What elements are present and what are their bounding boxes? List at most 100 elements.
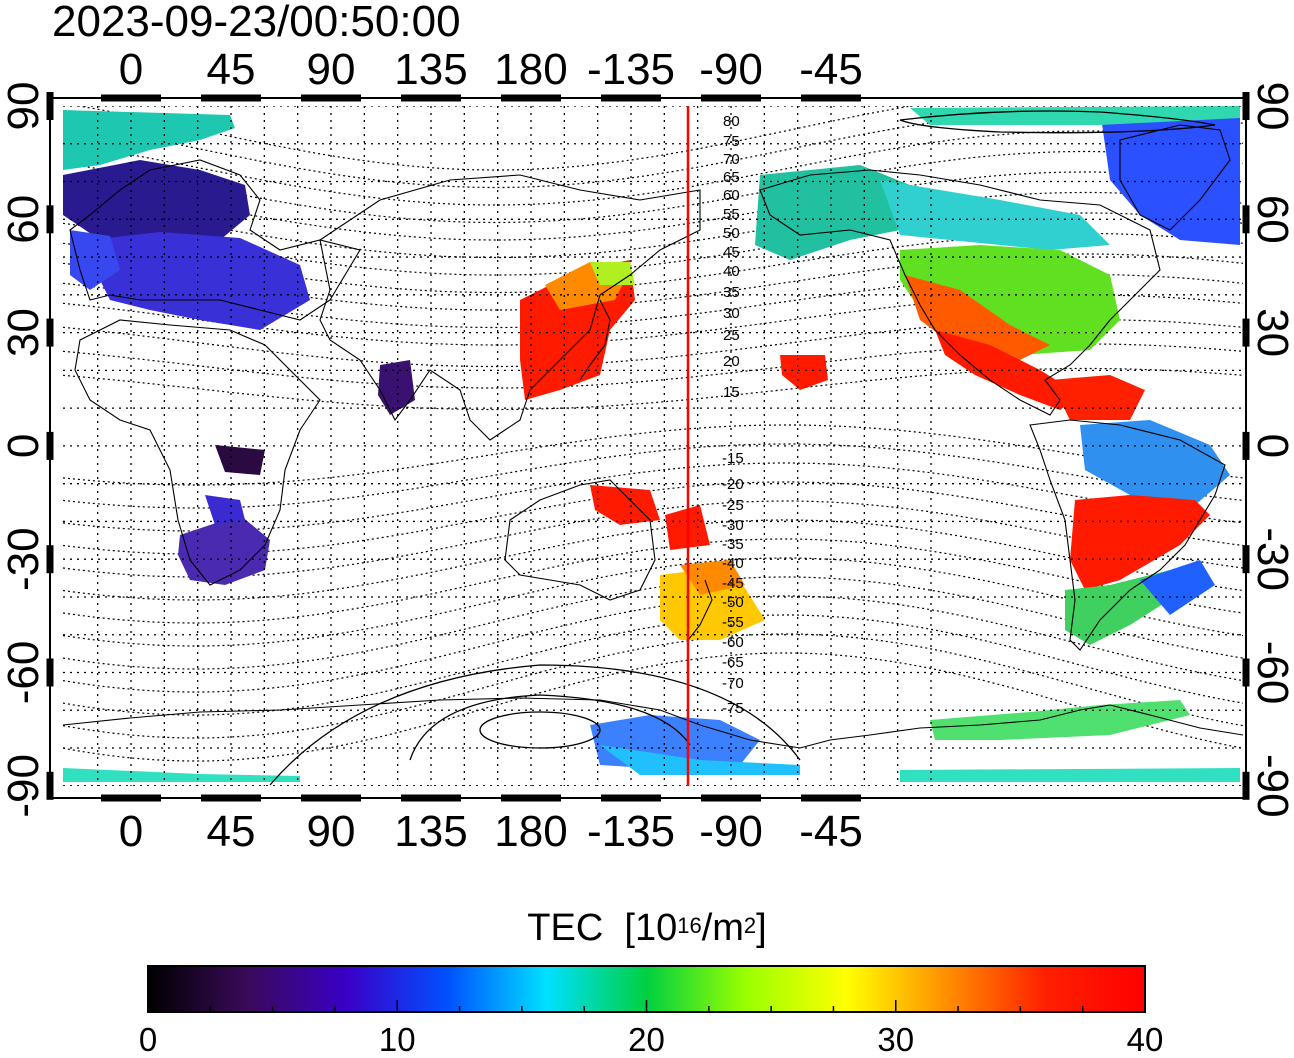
tec-region-nz-north <box>680 560 745 595</box>
tec-region-ross-ice <box>600 745 800 775</box>
tec-region-alaska <box>755 165 910 260</box>
magnetic-label-north: 15 <box>723 384 740 401</box>
tec-region-north-australia <box>590 485 660 525</box>
magnetic-label-south: -25 <box>722 497 744 514</box>
magnetic-label-south: -40 <box>722 555 744 572</box>
colorbar-title: TEC [1016/m2] <box>527 907 767 949</box>
latitude-label: 30 <box>1248 308 1294 357</box>
magnetic-contour-south <box>63 481 1243 555</box>
magnetic-contour-north <box>63 191 1243 259</box>
magnetic-label-south: -30 <box>722 517 744 534</box>
timestamp: 2023-09-23/00:50:00 <box>52 0 461 46</box>
axis-tick-marks <box>46 92 1250 802</box>
longitude-label: -90 <box>699 807 763 856</box>
tec-region-arctic <box>910 106 1240 125</box>
coastline-north-america <box>759 169 1161 416</box>
tec-region-south-polar-strip <box>63 768 300 782</box>
magnetic-contour-north <box>63 109 1243 189</box>
magnetic-label-north: 80 <box>723 113 740 130</box>
magnetic-contour-north <box>63 150 1243 224</box>
latitude-labels-left: 90 60 30 0 -30 -60 -90 <box>0 82 48 818</box>
tec-region-new-zealand <box>660 570 765 640</box>
coastline-australia <box>504 479 656 601</box>
longitude-label: 90 <box>307 807 356 856</box>
longitude-label: -45 <box>799 45 863 94</box>
colorbar-tick-marks <box>147 1000 1146 1012</box>
magnetic-label-north: 45 <box>723 244 740 261</box>
latitude-label: 30 <box>0 308 48 357</box>
longitude-labels-bottom: 0 45 90 135 180 -135 -90 -45 <box>119 807 863 856</box>
coastline-asia <box>319 174 701 441</box>
longitude-label: 45 <box>207 807 256 856</box>
latitude-labels-right: 90 60 30 0 -30 -60 -90 <box>1248 82 1294 818</box>
latitude-label: 0 <box>0 434 48 458</box>
magnetic-label-north: 70 <box>723 151 740 168</box>
magnetic-contour-south <box>63 462 1243 532</box>
latitude-label: 60 <box>0 195 48 244</box>
longitude-label: -90 <box>699 45 763 94</box>
tec-region-argentina-east <box>1140 560 1215 615</box>
magnetic-contour-south <box>63 633 1243 739</box>
longitude-label: -45 <box>799 807 863 856</box>
magnetic-label-north: 35 <box>723 284 740 301</box>
tec-region-south-polar-strip-east <box>900 768 1240 782</box>
latitude-label: -30 <box>1248 527 1294 591</box>
magnetic-contour-north <box>63 130 1243 206</box>
longitude-labels-top: 0 45 90 135 180 -135 -90 -45 <box>119 45 863 94</box>
magnetic-label-north: 65 <box>723 169 740 186</box>
tec-observations <box>63 106 1240 782</box>
magnetic-label-north: 30 <box>723 305 740 322</box>
tec-region-antarctic-peninsula <box>930 700 1190 740</box>
coastline-africa <box>74 319 321 586</box>
colorbar-tick-label: 20 <box>628 1021 665 1058</box>
magnetic-label-north: 20 <box>723 353 740 370</box>
longitude-label: 0 <box>119 807 143 856</box>
latitude-label: 60 <box>1248 195 1294 244</box>
latitude-label: -30 <box>0 527 48 591</box>
coastline-japan <box>579 299 611 381</box>
tec-region-mexico <box>935 330 1080 410</box>
magnetic-label-south: -70 <box>722 675 744 692</box>
tec-region-europe <box>90 232 310 330</box>
tec-region-usa-south <box>905 275 1050 365</box>
magnetic-label-south: -35 <box>722 536 744 553</box>
magnetic-label-north: 25 <box>723 327 740 344</box>
tec-map: 8075706560555045403530252015-15-20-25-30… <box>0 45 1294 856</box>
magnetic-label-north: 50 <box>723 225 740 242</box>
coastline-europe <box>69 159 361 321</box>
magnetic-contour-south <box>63 443 1243 509</box>
latitude-label: -60 <box>0 641 48 705</box>
longitude-label: 180 <box>494 45 567 94</box>
colorbar-tick-label: 30 <box>877 1021 915 1058</box>
colorbar <box>147 965 1146 1013</box>
magnetic-contour-south <box>63 652 1243 762</box>
coastline-new-zealand <box>687 579 713 641</box>
magnetic-label-south: -45 <box>722 575 744 592</box>
longitude-label: 90 <box>307 45 356 94</box>
latitude-label: 90 <box>1248 82 1294 131</box>
tec-region-south-america-band <box>1070 495 1210 590</box>
colorbar-tick-label: 0 <box>138 1021 158 1058</box>
lat-lon-grid <box>63 106 1243 786</box>
magnetic-label-south: -60 <box>722 634 744 651</box>
longitude-label: 135 <box>394 807 467 856</box>
coastline-antarctica <box>63 697 1243 749</box>
contour-north-pole-inner <box>899 110 1216 134</box>
tec-region-canada <box>880 180 1110 250</box>
longitude-label: -135 <box>587 807 675 856</box>
latitude-label: -90 <box>1248 754 1294 818</box>
coastlines <box>63 124 1243 749</box>
colorbar-tick-label: 10 <box>378 1021 416 1058</box>
coastline-greenland <box>1119 124 1231 231</box>
longitude-label: 0 <box>119 45 143 94</box>
magnetic-label-north: 60 <box>723 187 740 204</box>
contour-south-pole-mid <box>409 694 691 761</box>
colorbar-tick-label: 40 <box>1126 1021 1164 1058</box>
longitude-label: 45 <box>207 45 256 94</box>
magnetic-contour-north <box>63 367 1243 411</box>
coastline-south-america <box>1029 419 1226 651</box>
latitude-label: 90 <box>0 82 48 131</box>
magnetic-contour-south <box>63 576 1243 670</box>
magnetic-label-north: 40 <box>723 263 740 280</box>
